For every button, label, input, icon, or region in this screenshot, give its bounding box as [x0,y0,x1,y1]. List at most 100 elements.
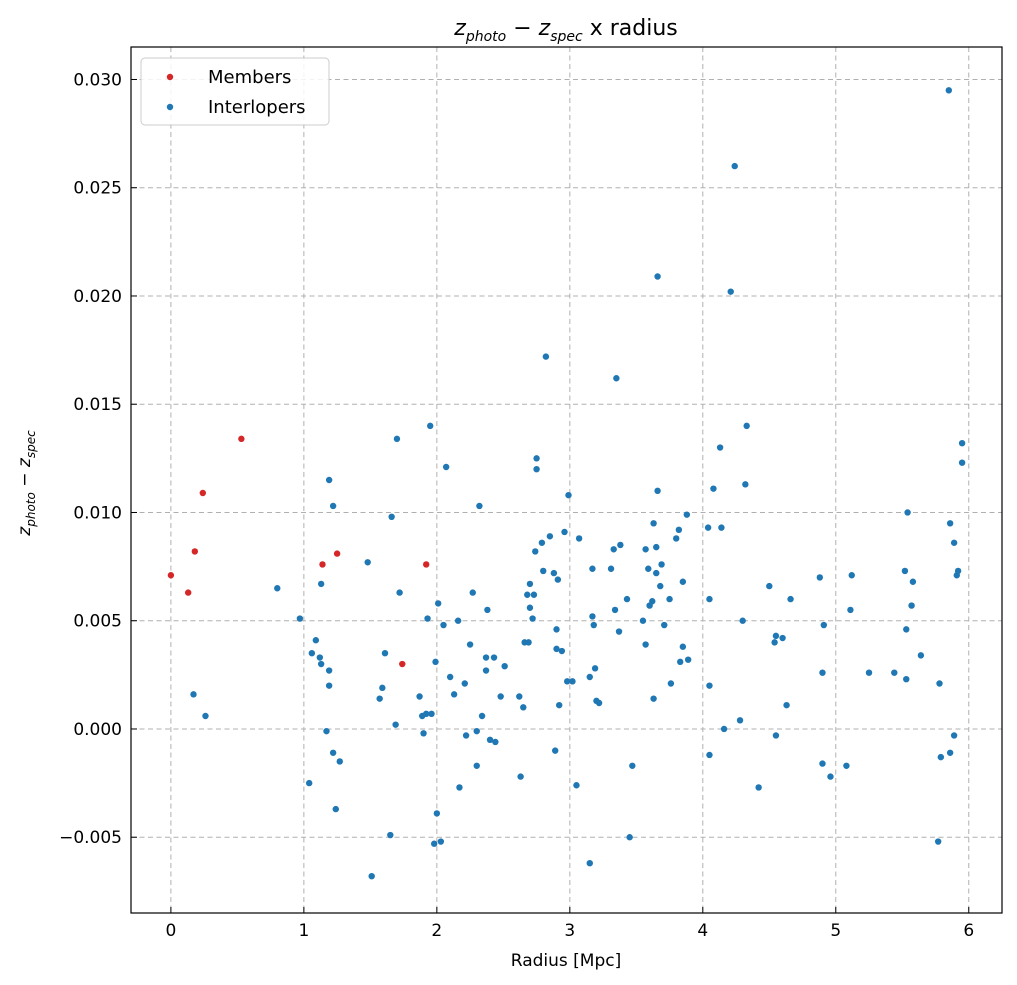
interloper-point [816,574,824,581]
interloper-point [325,667,333,674]
ylabel-sub-photo: photo [24,492,38,528]
legend-marker-members [166,73,174,81]
interloper-point [946,520,954,527]
interloper-point [742,481,749,488]
interloper-point [558,647,566,655]
axis-ticks: 0 1 2 3 4 5 6 −0.005 0.000 0.005 0.010 0.015 0.020 0.… [59,70,974,941]
x-tick-label: 5 [830,921,841,941]
interloper-point [427,422,434,430]
interloper-point [466,641,474,648]
interloper-point [526,604,534,611]
interloper-point [617,541,624,549]
interloper-point [388,513,395,521]
interloper-point [329,749,337,756]
interloper-point [589,613,596,620]
interloper-point [525,639,532,646]
plot-frame [130,46,1003,914]
interloper-point [954,567,962,575]
interloper-point [683,511,691,518]
interloper-point [937,753,945,761]
interloper-point [396,589,403,596]
interloper-point [950,732,958,739]
ylabel-z2: z [15,457,35,468]
interloper-point [706,751,713,759]
x-tick-label: 0 [165,921,176,941]
interloper-point [591,665,599,672]
interloper-point [424,615,431,622]
interloper-point [743,422,750,430]
interloper-point [473,727,480,735]
legend-box [140,57,330,126]
interloper-point [772,732,780,739]
interloper-point [469,589,476,596]
member-point [238,435,245,443]
interloper-point [629,762,636,769]
x-tick-label: 3 [564,921,575,941]
interloper-point [332,805,339,813]
ylabel-z1: z [15,526,35,537]
interloper-point [787,595,794,603]
ylabel-minus: − [15,467,35,492]
interloper-point [476,502,483,510]
interloper-point [650,520,657,527]
y-tick-label: −0.005 [59,828,122,848]
legend-marker-interlopers [166,103,174,111]
interloper-point [586,673,593,681]
interloper-point [626,834,633,841]
interloper-point [645,565,652,572]
interloper-point [589,565,596,572]
interloper-point [379,684,386,692]
interloper-point [296,615,304,622]
interloper-point [420,730,427,737]
interloper-point [706,682,713,689]
member-point [399,660,406,668]
interloper-point [704,524,712,531]
interloper-point [393,435,401,443]
interloper-point [779,634,786,642]
interloper-point [727,288,734,295]
x-axis-label: Radius [Mpc] [511,951,621,971]
interloper-point [274,585,281,592]
interloper-point [673,535,680,542]
y-tick-label: 0.030 [73,70,122,90]
interloper-point [667,680,675,687]
interloper-point [718,524,725,531]
title-sub-spec: spec [550,29,583,45]
interloper-point [649,598,656,605]
interloper-point [437,838,445,845]
interloper-point [497,693,504,700]
interloper-point [755,784,762,791]
interloper-point [946,749,954,756]
interloper-point [456,784,463,791]
interloper-point [364,559,371,566]
y-axis-label: zphoto − zspec [15,430,38,537]
interloper-point [657,582,664,590]
legend-label-interlopers: Interlopers [208,97,306,118]
interloper-point [766,582,773,590]
title-z1: z [453,16,466,41]
interloper-point [305,779,313,787]
interloper-point [950,539,958,546]
interloper-point [771,639,778,646]
interloper-point [565,491,572,499]
title-minus: − [506,16,538,41]
interloper-point [611,606,619,614]
title-z2: z [538,16,551,41]
interloper-point [710,485,717,492]
interloper-point [819,669,826,676]
interloper-point [716,444,724,451]
interloper-point [642,641,649,648]
interloper-point [312,637,320,644]
interloper-point [865,669,873,676]
interloper-point [546,533,554,540]
interloper-point [387,831,394,839]
interloper-point [524,591,531,598]
legend-label-members: Members [208,67,291,88]
member-point [423,561,430,568]
title-tail: x radius [583,16,678,41]
interloper-point [731,162,738,170]
interloper-point [909,578,917,585]
member-point [184,589,192,596]
